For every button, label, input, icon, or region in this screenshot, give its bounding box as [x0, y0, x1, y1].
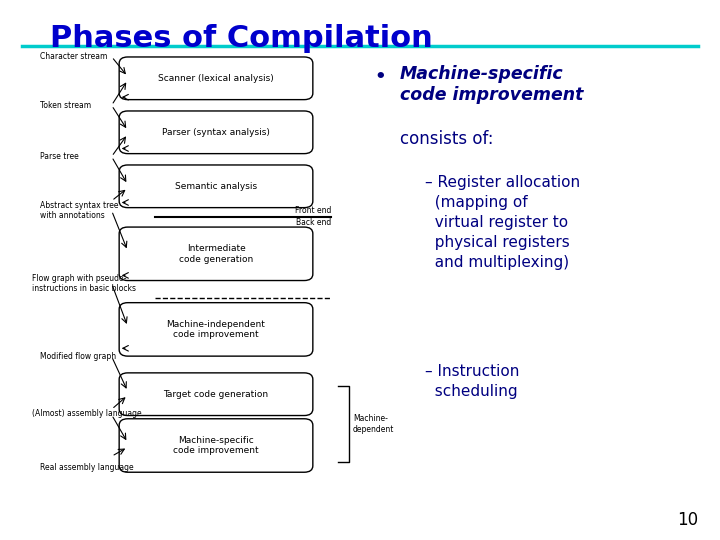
Text: Real assembly language: Real assembly language: [40, 463, 133, 471]
Text: Parse tree: Parse tree: [40, 152, 78, 161]
Text: Machine-specific
code improvement: Machine-specific code improvement: [400, 65, 583, 104]
FancyBboxPatch shape: [119, 419, 312, 472]
Text: Back end: Back end: [296, 218, 330, 227]
FancyBboxPatch shape: [119, 111, 312, 153]
Text: Machine-
dependent: Machine- dependent: [353, 414, 394, 434]
Text: Token stream: Token stream: [40, 101, 91, 110]
Text: Target code generation: Target code generation: [163, 390, 269, 399]
FancyBboxPatch shape: [119, 302, 312, 356]
Text: Intermediate
code generation: Intermediate code generation: [179, 244, 253, 264]
Text: – Instruction
  scheduling: – Instruction scheduling: [425, 364, 519, 399]
Text: Modified flow graph: Modified flow graph: [40, 352, 116, 361]
Text: (Almost) assembly language: (Almost) assembly language: [32, 409, 142, 417]
Text: Scanner (lexical analysis): Scanner (lexical analysis): [158, 74, 274, 83]
Text: Character stream: Character stream: [40, 52, 107, 61]
Text: Flow graph with pseudo-
instructions in basic blocks: Flow graph with pseudo- instructions in …: [32, 274, 136, 293]
Text: Semantic analysis: Semantic analysis: [175, 182, 257, 191]
Text: – Register allocation
  (mapping of
  virtual register to
  physical registers
 : – Register allocation (mapping of virtua…: [425, 176, 580, 269]
FancyBboxPatch shape: [119, 57, 312, 99]
Text: •: •: [374, 68, 386, 85]
Text: 10: 10: [678, 511, 698, 529]
Text: Machine-independent
code improvement: Machine-independent code improvement: [166, 320, 266, 339]
Text: Abstract syntax tree
with annotations: Abstract syntax tree with annotations: [40, 201, 118, 220]
Text: Front end: Front end: [295, 206, 331, 215]
Text: Machine-specific
code improvement: Machine-specific code improvement: [174, 436, 258, 455]
Text: Parser (syntax analysis): Parser (syntax analysis): [162, 128, 270, 137]
FancyBboxPatch shape: [119, 227, 312, 280]
FancyBboxPatch shape: [119, 165, 312, 207]
Text: consists of:: consists of:: [400, 130, 493, 147]
FancyBboxPatch shape: [119, 373, 312, 416]
Text: Phases of Compilation: Phases of Compilation: [50, 24, 433, 53]
